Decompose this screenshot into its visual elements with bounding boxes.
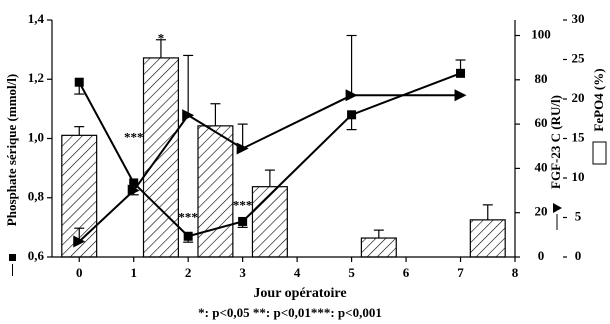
- y2-legend-triangle: [553, 203, 562, 213]
- y3-tick-label: 10: [572, 169, 585, 184]
- y2-tick-label: 60: [535, 115, 548, 130]
- y-axis-title: Phosphate sérique (mmol/l): [4, 74, 19, 226]
- y-tick-label: 0,6: [28, 248, 45, 263]
- y-tick-label: 1,0: [28, 129, 44, 144]
- bar: [251, 186, 288, 258]
- bar: [469, 219, 506, 258]
- y-tick-label: 0,8: [28, 189, 45, 204]
- y3-tick-label: 5: [575, 208, 582, 223]
- y2-tick-label: 0: [538, 248, 545, 263]
- y-axis-label: Phosphate sérique (mmol/l): [4, 74, 19, 226]
- x-tick-label: 5: [348, 265, 355, 280]
- marker: [347, 110, 357, 120]
- bar: [197, 125, 234, 258]
- y-legend-square: [9, 254, 16, 261]
- marker: [456, 68, 466, 78]
- y2-tick-label: 80: [535, 71, 548, 86]
- y3-tick-label: 15: [572, 129, 586, 144]
- y2-tick-label: 40: [535, 159, 548, 174]
- y2-axis-title: FGF-23 C (RU/l): [548, 95, 563, 189]
- x-axis-label: Jour opératoire: [253, 286, 346, 301]
- annotation: ***: [178, 209, 198, 224]
- y3-axis-label: FePO4 (%): [591, 68, 606, 131]
- x-tick-label: 3: [239, 265, 246, 280]
- y2-tick-label: 100: [531, 26, 551, 41]
- y3-tick-label: 20: [572, 90, 585, 105]
- y-tick-label: 1,4: [28, 11, 45, 26]
- y3-tick-label: 0: [575, 248, 582, 263]
- marker: [183, 231, 193, 241]
- marker: [236, 142, 249, 155]
- marker: [345, 89, 358, 102]
- marker: [127, 184, 140, 197]
- marker: [238, 216, 248, 226]
- y3-tick-label: 25: [572, 50, 586, 65]
- annotation: ***: [233, 198, 253, 213]
- x-tick-label: 1: [130, 265, 137, 280]
- x-tick-label: 8: [512, 265, 519, 280]
- y3-tick-label: 30: [572, 11, 585, 26]
- x-tick-label: 6: [403, 265, 410, 280]
- marker: [74, 77, 84, 87]
- marker: [73, 235, 86, 248]
- x-tick-label: 0: [76, 265, 83, 280]
- x-tick-label: 7: [457, 265, 464, 280]
- line: [78, 94, 461, 243]
- footnote: *: p<0,05 **: p<0,01***: p<0,001: [198, 305, 382, 320]
- bar: [142, 57, 179, 258]
- y3-axis-title: FePO4 (%): [591, 68, 606, 131]
- marker: [454, 89, 467, 102]
- x-tick-label: 4: [294, 265, 301, 280]
- annotation: ***: [124, 129, 144, 144]
- y3-legend-box: [592, 141, 607, 165]
- annotation: *: [158, 31, 165, 46]
- x-tick-label: 2: [185, 265, 192, 280]
- line: [78, 72, 461, 238]
- y2-axis-label: FGF-23 C (RU/l): [548, 95, 563, 189]
- y2-tick-label: 20: [535, 204, 548, 219]
- marker: [129, 178, 139, 188]
- y-tick-label: 1,2: [28, 70, 44, 85]
- marker: [182, 109, 195, 122]
- bar: [360, 237, 397, 258]
